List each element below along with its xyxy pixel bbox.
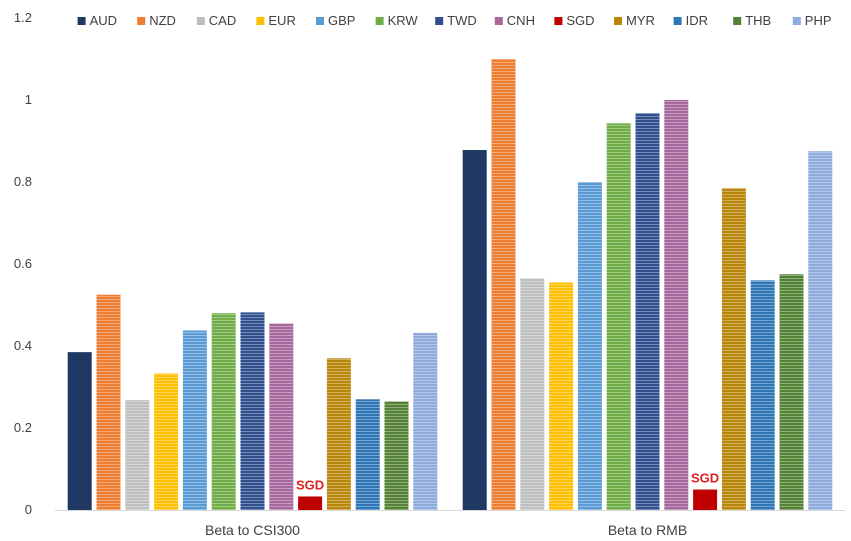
legend-swatch-idr <box>673 17 682 25</box>
y-tick-label: 0.8 <box>14 174 32 189</box>
legend-swatch-php <box>792 17 801 25</box>
legend-swatch-myr <box>614 17 622 25</box>
bar-gbp-1 <box>577 182 602 510</box>
y-axis: 0 0.2 0.4 0.6 0.8 1 1.2 <box>14 10 32 517</box>
y-tick-label: 1 <box>25 92 32 107</box>
legend-swatch-cad <box>196 17 205 25</box>
bars <box>67 59 833 511</box>
legend: AUD NZD CAD EUR GBP KRW TWD CNH SGD MYR IDR THB PHP <box>77 13 832 28</box>
x-axis: Beta to CSI300 Beta to RMB <box>55 510 845 538</box>
x-category-label: Beta to CSI300 <box>205 522 300 538</box>
legend-swatch-aud <box>77 17 86 25</box>
bar-krw-1 <box>606 123 631 511</box>
annotation-label: SGD <box>691 471 719 486</box>
bar-php-0 <box>413 332 438 510</box>
annotation-label: SGD <box>296 477 324 492</box>
x-category-label: Beta to RMB <box>608 522 687 538</box>
legend-label-krw: KRW <box>388 13 419 28</box>
bar-idr-0 <box>355 399 380 510</box>
bar-twd-0 <box>240 312 265 510</box>
bar-php-1 <box>808 151 833 510</box>
y-tick-label: 1.2 <box>14 10 32 25</box>
bar-thb-1 <box>779 274 804 510</box>
bar-nzd-1 <box>491 59 516 510</box>
legend-swatch-sgd <box>554 17 563 25</box>
y-tick-label: 0.2 <box>14 420 32 435</box>
legend-swatch-nzd <box>137 17 146 25</box>
bar-cad-0 <box>125 400 150 510</box>
bar-sgd-0 <box>298 496 323 510</box>
legend-label-sgd: SGD <box>566 13 594 28</box>
legend-label-thb: THB <box>745 13 771 28</box>
legend-swatch-krw <box>375 17 384 25</box>
bar-eur-1 <box>549 282 574 510</box>
y-tick-label: 0 <box>25 502 32 517</box>
bar-twd-1 <box>635 113 660 511</box>
bar-krw-0 <box>211 313 236 510</box>
bar-aud-1 <box>462 150 487 510</box>
legend-label-myr: MYR <box>626 13 655 28</box>
legend-swatch-eur <box>256 17 265 25</box>
bar-myr-1 <box>721 188 746 510</box>
legend-swatch-cnh <box>494 17 503 25</box>
legend-swatch-twd <box>435 17 444 25</box>
legend-label-nzd: NZD <box>149 13 176 28</box>
legend-label-eur: EUR <box>268 13 295 28</box>
bar-cnh-0 <box>269 323 294 510</box>
bar-aud-0 <box>67 352 92 510</box>
legend-label-gbp: GBP <box>328 13 355 28</box>
bar-eur-0 <box>154 373 179 510</box>
legend-label-idr: IDR <box>686 13 708 28</box>
legend-label-aud: AUD <box>90 13 117 28</box>
bar-idr-1 <box>750 280 775 510</box>
bar-gbp-0 <box>182 330 207 510</box>
legend-label-twd: TWD <box>447 13 477 28</box>
legend-label-cnh: CNH <box>507 13 535 28</box>
bar-cad-1 <box>520 278 545 510</box>
annotations: SGD SGD <box>296 471 719 493</box>
y-tick-label: 0.6 <box>14 256 32 271</box>
legend-label-cad: CAD <box>209 13 236 28</box>
bar-thb-0 <box>384 401 409 510</box>
bar-myr-0 <box>326 358 351 510</box>
legend-swatch-gbp <box>316 17 324 25</box>
bar-sgd-1 <box>693 489 718 510</box>
bar-cnh-1 <box>664 100 689 510</box>
y-tick-label: 0.4 <box>14 338 32 353</box>
legend-swatch-thb <box>733 17 742 25</box>
bar-nzd-0 <box>96 294 121 510</box>
legend-label-php: PHP <box>805 13 832 28</box>
